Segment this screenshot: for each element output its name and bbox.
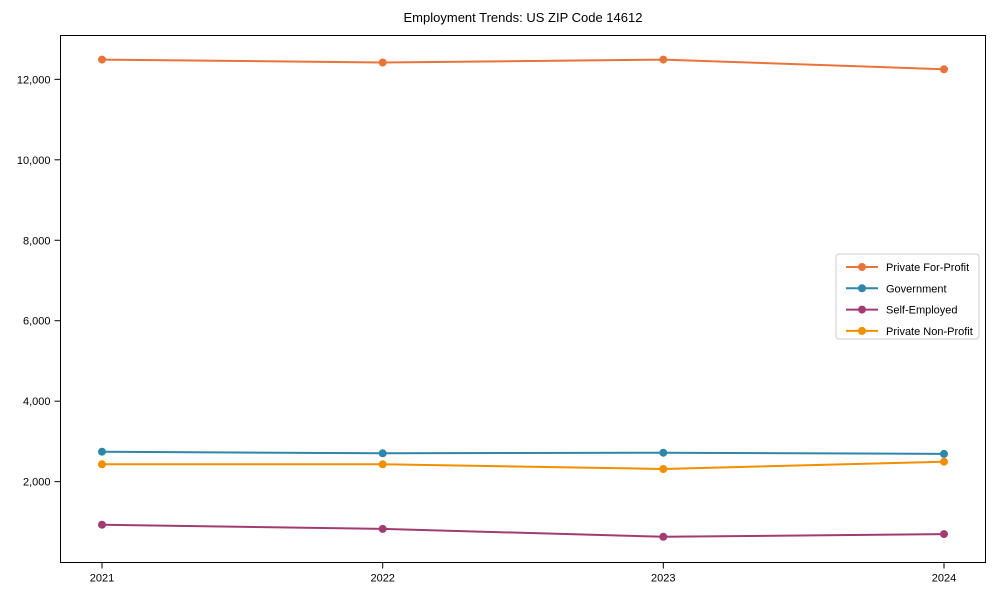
data-point-government-2022 [378,449,387,458]
x-tick-label: 2024 [932,573,956,585]
legend-marker-self-employed [858,305,866,314]
y-tick-label: 10,000 [17,155,51,167]
x-tick-label: 2021 [90,573,114,585]
x-tick-label: 2023 [651,573,675,585]
data-point-private-non-profit-2024 [940,457,948,466]
legend-label-self-employed: Self-Employed [886,305,958,317]
data-point-private-for-profit-2022 [378,58,387,67]
series-line-government [101,450,945,455]
data-point-private-for-profit-2024 [940,65,948,74]
series-line-private-for-profit [101,58,945,71]
data-point-government-2021 [98,447,106,456]
data-point-government-2023 [659,448,668,457]
data-point-private-for-profit-2021 [98,55,106,64]
y-tick-label: 6,000 [23,316,51,328]
legend-marker-government [858,284,866,293]
series-line-self-employed [101,523,945,538]
data-point-private-non-profit-2023 [659,465,668,473]
legend-marker-private-non-profit [858,326,866,335]
chart-title: Employment Trends: US ZIP Code 14612 [404,10,643,25]
y-tick-label: 12,000 [17,74,51,86]
legend-label-private-non-profit: Private Non-Profit [886,326,973,338]
data-point-private-non-profit-2022 [378,460,387,469]
series-line-private-non-profit [102,460,945,470]
data-point-self-employed-2022 [378,524,387,533]
data-point-self-employed-2023 [659,532,668,541]
data-point-private-for-profit-2023 [659,55,668,64]
data-point-private-non-profit-2021 [98,460,106,469]
data-point-self-employed-2021 [98,520,106,529]
legend-label-government: Government [886,283,947,295]
y-tick-label: 8,000 [23,235,51,247]
data-point-self-employed-2024 [940,530,948,539]
y-tick-label: 4,000 [23,396,51,408]
legend-marker-private-for-profit [858,263,866,271]
legend-label-private-for-profit: Private For-Profit [886,262,969,274]
legend-box [835,253,980,340]
data-point-government-2024 [940,449,948,458]
plot-border [60,35,986,563]
x-tick-label: 2022 [370,573,394,585]
y-tick-label: 2,000 [23,477,51,489]
